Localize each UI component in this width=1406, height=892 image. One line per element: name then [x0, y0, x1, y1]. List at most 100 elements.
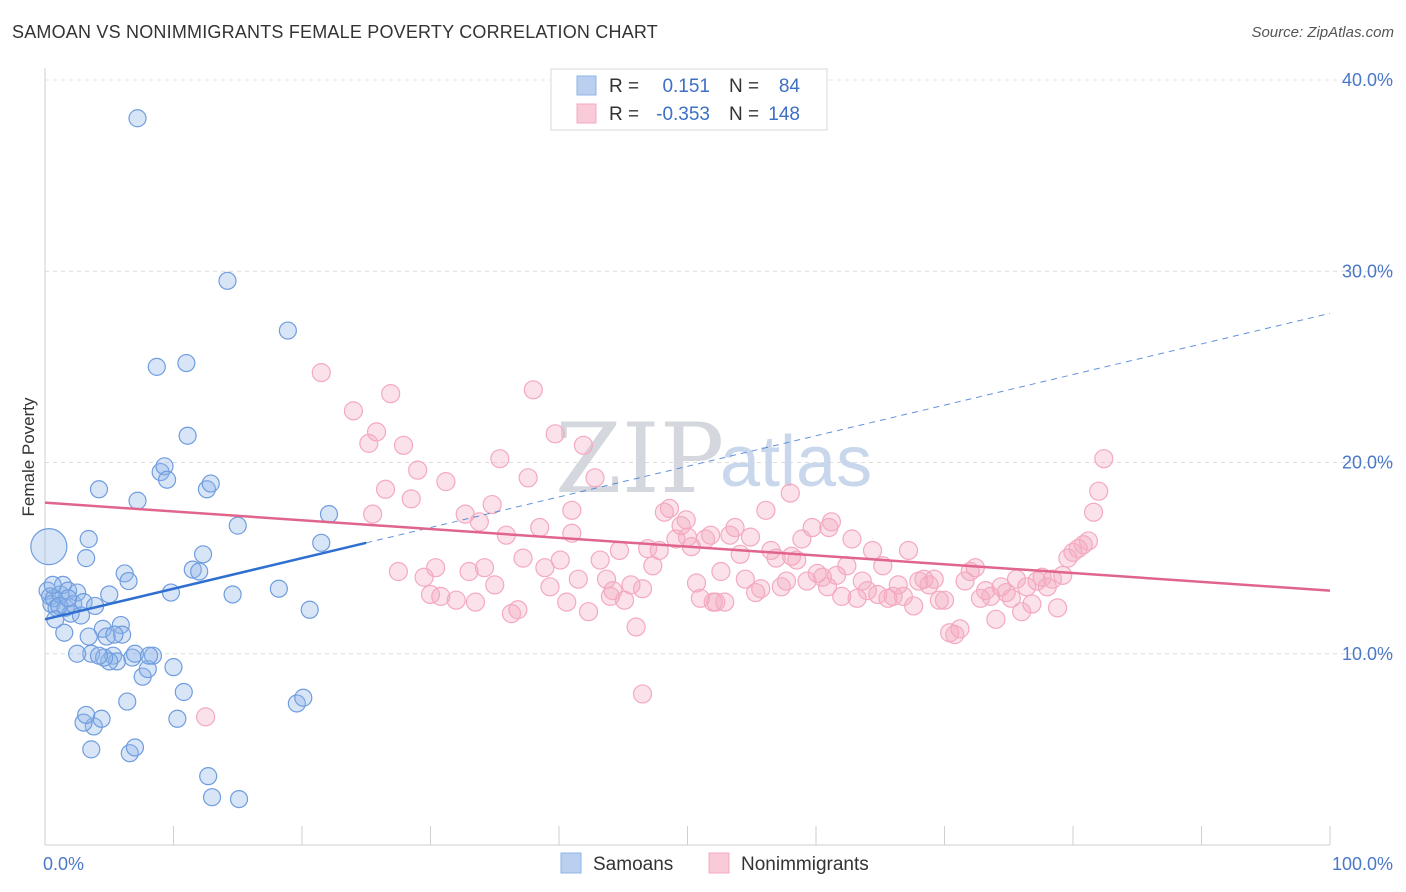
nonimmigrants-point: [676, 510, 696, 530]
trend-lines: [44, 312, 1331, 621]
nonimmigrants-point: [388, 561, 408, 582]
samoans-points: [30, 109, 339, 809]
nonimmigrants-point: [573, 435, 594, 455]
nonimmigrants-point: [852, 571, 872, 591]
nonimmigrants-point: [1068, 538, 1088, 559]
nonimmigrants-point: [976, 581, 996, 601]
samoans-r-label: R =: [609, 76, 639, 97]
samoans-n-value: 84: [779, 76, 801, 97]
nonimmigrants-point: [459, 561, 479, 582]
nonimmigrants-trend-line: [44, 501, 1331, 592]
samoans-point: [125, 644, 145, 663]
stats-legend-box: [550, 68, 828, 131]
nonimmigrants-point: [1089, 481, 1109, 501]
legend-samoans-label: Samoans: [593, 854, 673, 875]
nonimmigrants-point: [888, 575, 908, 595]
stats-legend: R = 0.151 N = 84 R = -0.353 N = 148: [550, 68, 828, 131]
nonimmigrants-point: [1042, 569, 1063, 589]
nonimmigrants-point: [196, 707, 216, 727]
samoans-point: [161, 583, 181, 602]
bottom-legend: Samoans Nonimmigrants: [560, 852, 869, 875]
nonimmigrants-point: [819, 517, 839, 538]
samoans-point: [174, 682, 193, 702]
nonimmigrants-point: [807, 563, 827, 584]
nonimmigrants-point: [446, 590, 466, 610]
nonimmigrants-point: [343, 401, 363, 421]
samoans-point: [68, 583, 87, 602]
samoans-point: [147, 357, 166, 376]
nonimmigrants-point: [898, 540, 919, 561]
samoans-point: [92, 709, 111, 728]
samoans-point: [43, 575, 62, 595]
samoans-point: [79, 627, 98, 646]
nonimmigrants-point: [393, 435, 414, 455]
nonimmigrants-point: [585, 468, 605, 488]
nonimmigrants-point: [746, 582, 766, 603]
samoans-point: [228, 516, 247, 535]
nonimmigrants-point: [469, 512, 489, 532]
nonimmigrants-point: [568, 569, 588, 589]
samoans-point: [269, 579, 288, 598]
nonimmigrants-point: [837, 556, 857, 576]
nonimmigrants-point: [945, 625, 965, 645]
samoans-point: [79, 529, 98, 549]
y-tick-label: 30.0%: [1342, 261, 1393, 281]
nonimmigrants-point: [1063, 542, 1083, 562]
nonimmigrants-point: [756, 500, 776, 520]
nonimmigrants-point: [751, 579, 771, 599]
nonimmigrants-point: [465, 592, 486, 612]
nonimmigrants-point: [490, 449, 510, 469]
samoans-point: [89, 646, 109, 665]
samoans-point: [128, 491, 147, 510]
samoans-point: [168, 709, 187, 728]
samoans-point: [105, 625, 124, 644]
samoans-point: [128, 109, 147, 128]
nonimmigrants-point: [1047, 598, 1068, 618]
legend-samoans-swatch: [560, 852, 582, 874]
nonimmigrants-point: [725, 517, 745, 538]
y-tick-label: 20.0%: [1342, 453, 1393, 473]
nonimmigrants-point: [1058, 548, 1078, 568]
nonimmigrants-point: [1017, 577, 1037, 597]
nonimmigrants-point: [832, 586, 852, 606]
nonimmigrants-point: [540, 577, 560, 597]
nonimmigrants-point: [715, 592, 735, 612]
samoans-point: [111, 615, 130, 635]
nonimmigrants-point: [431, 586, 451, 606]
nonimmigrants-point: [842, 529, 862, 549]
nonimmigrants-point: [812, 567, 833, 587]
nonimmigrants-point: [781, 546, 802, 566]
nonimmigrants-point: [883, 586, 903, 606]
samoans-point: [190, 562, 209, 581]
nonimmigrants-point: [654, 502, 674, 522]
legend-nonimmigrants-label: Nonimmigrants: [741, 854, 869, 875]
nonimmigrants-point: [363, 504, 383, 524]
samoans-point: [77, 705, 96, 725]
samoans-point: [199, 767, 218, 786]
samoans-point: [77, 549, 96, 568]
nonimmigrants-point: [600, 586, 621, 606]
samoans-point: [155, 457, 174, 476]
nonimmigrants-point: [482, 494, 502, 515]
nonimmigrants-point: [934, 590, 955, 610]
nonimmigrants-point: [711, 561, 731, 582]
samoans-point: [30, 528, 68, 566]
samoans-point: [157, 470, 177, 489]
samoans-point: [177, 353, 196, 373]
x-tick-label-min: 0.0%: [43, 854, 84, 874]
samoans-point: [229, 789, 249, 809]
samoans-trend-extension: [366, 312, 1331, 544]
nonimmigrants-point: [408, 460, 428, 480]
nonimmigrants-point: [690, 588, 710, 608]
samoans-point: [164, 658, 183, 677]
samoans-point: [100, 585, 119, 604]
nonimmigrants-point: [557, 592, 577, 612]
nonimmigrants-r-label: R =: [609, 104, 639, 125]
nonimmigrants-point: [904, 596, 924, 616]
watermark: ZIP atlas: [555, 403, 872, 515]
samoans-point: [112, 625, 132, 644]
samoans-point: [59, 589, 78, 608]
nonimmigrants-point: [950, 619, 970, 639]
nonimmigrants-point: [426, 558, 446, 578]
nonimmigrants-point: [1011, 602, 1032, 622]
